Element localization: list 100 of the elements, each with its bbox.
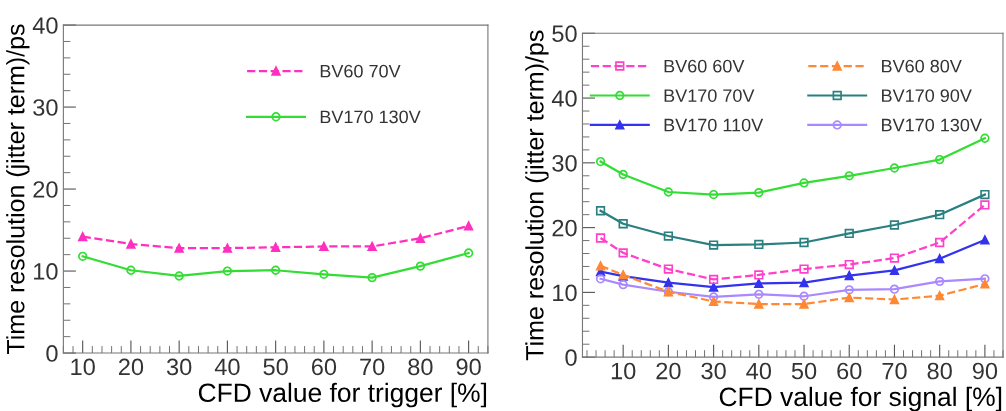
point — [319, 241, 329, 252]
point — [844, 259, 854, 270]
point — [618, 219, 628, 229]
y-tick-label: 0 — [565, 349, 577, 366]
point — [935, 237, 945, 248]
point — [270, 242, 281, 252]
point — [844, 270, 854, 281]
point — [935, 154, 945, 165]
y-axis-title: Time resolution (jitter term)/ps — [6, 24, 30, 355]
point — [595, 206, 606, 216]
point — [663, 264, 674, 274]
x-tick-label: 70 — [882, 362, 907, 380]
legend-label: BV170 130V — [320, 110, 421, 124]
point — [889, 220, 900, 230]
point — [844, 285, 854, 295]
x-tick-label: 70 — [360, 358, 385, 376]
point — [799, 264, 809, 274]
x-tick-label: 60 — [311, 358, 337, 376]
legend-label: BV60 60V — [664, 59, 745, 73]
point — [754, 289, 764, 299]
x-axis-title: CFD value for trigger [%] — [198, 382, 487, 408]
point — [595, 261, 606, 271]
point — [889, 294, 900, 305]
y-tick-label: 30 — [33, 99, 58, 116]
point — [463, 248, 474, 258]
point — [618, 169, 628, 180]
point — [980, 279, 990, 289]
point — [708, 282, 719, 292]
x-tick-label: 60 — [837, 362, 862, 380]
y-tick-label: 40 — [32, 17, 58, 34]
point — [799, 299, 809, 309]
point — [174, 243, 184, 253]
y-tick-label: 40 — [551, 90, 577, 107]
point — [935, 254, 945, 264]
x-tick-label: 90 — [972, 362, 998, 380]
point — [889, 253, 900, 263]
point — [799, 278, 809, 288]
legend-label: BV170 70V — [664, 89, 755, 102]
x-tick-label: 30 — [701, 362, 726, 380]
point — [708, 292, 719, 302]
point — [126, 239, 136, 249]
point — [754, 270, 764, 280]
point — [618, 248, 628, 258]
point — [708, 189, 719, 200]
point — [754, 299, 764, 309]
y-tick-label: 30 — [552, 154, 577, 172]
point — [799, 237, 809, 248]
x-axis-title: CFD value for signal [%] — [719, 386, 1002, 411]
x-tick-label: 90 — [456, 358, 481, 376]
y-tick-label: 20 — [33, 181, 58, 198]
point — [415, 261, 426, 271]
point — [595, 274, 606, 284]
point — [126, 265, 136, 275]
x-tick-label: 80 — [927, 362, 952, 380]
point — [980, 200, 990, 210]
point — [889, 265, 900, 276]
point — [799, 178, 809, 188]
x-tick-label: 20 — [118, 358, 144, 376]
point — [754, 278, 764, 288]
x-tick-label: 40 — [746, 362, 772, 380]
x-tick-label: 80 — [408, 358, 433, 376]
x-tick-label: 10 — [71, 358, 95, 376]
x-tick-label: 10 — [611, 362, 636, 380]
legend-label: BV170 110V — [664, 118, 764, 132]
point — [663, 231, 674, 241]
point — [174, 271, 184, 281]
y-tick-label: 10 — [34, 263, 58, 280]
point — [222, 266, 233, 276]
y-tick-label: 0 — [46, 345, 58, 362]
point — [78, 251, 88, 261]
point — [463, 221, 474, 231]
point — [222, 243, 233, 253]
point — [754, 239, 764, 250]
point — [78, 231, 88, 242]
y-tick-label: 50 — [552, 25, 577, 43]
point — [980, 274, 990, 284]
x-tick-label: 30 — [166, 358, 192, 376]
point — [754, 187, 764, 198]
point — [935, 210, 945, 220]
point — [844, 171, 854, 181]
y-axis-title: Time resolution (jitter term)/ps — [525, 30, 549, 361]
point — [980, 235, 990, 245]
legend-label: BV170 130V — [882, 118, 982, 132]
point — [415, 233, 426, 243]
x-tick-label: 50 — [791, 362, 817, 380]
point — [889, 163, 900, 173]
point — [663, 187, 674, 197]
point — [367, 272, 377, 283]
x-tick-label: 20 — [656, 362, 681, 380]
point — [935, 290, 945, 301]
point — [708, 296, 719, 307]
point — [708, 274, 719, 285]
x-tick-label: 40 — [214, 358, 240, 376]
point — [844, 228, 854, 239]
point — [889, 284, 900, 294]
point — [663, 278, 674, 288]
point — [367, 241, 377, 252]
point — [935, 276, 945, 287]
legend-label: BV60 80V — [882, 59, 962, 73]
point — [799, 291, 809, 301]
